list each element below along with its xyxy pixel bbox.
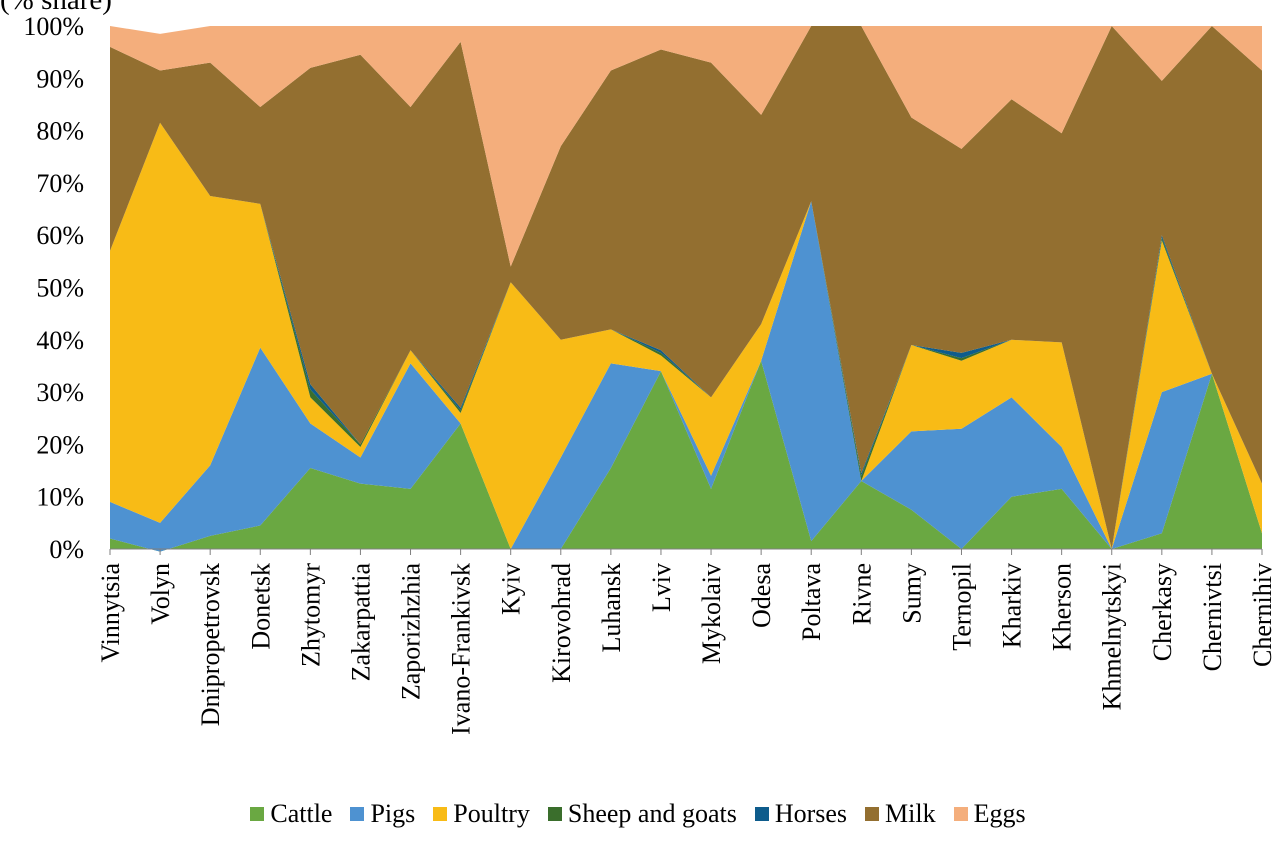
x-category-label: Kirovohrad: [547, 563, 576, 683]
legend-item-poultry: Poultry: [433, 799, 530, 829]
legend-swatch: [350, 807, 365, 821]
legend-swatch: [865, 807, 880, 821]
y-tick-label: 20%: [36, 430, 84, 459]
legend-swatch: [547, 807, 562, 821]
y-tick-label: 0%: [49, 535, 84, 564]
legend-item-eggs: Eggs: [953, 799, 1026, 829]
y-tick-label: 40%: [36, 326, 84, 355]
legend-swatch: [754, 807, 769, 821]
legend-label: Pigs: [370, 799, 416, 828]
area-layers: [110, 26, 1262, 552]
x-category-label: Dnipropetrovsk: [196, 563, 225, 726]
x-axis-labels: Vinnytsia Volyn Dnipropetrovsk Donetsk Zhyto…: [96, 563, 1276, 735]
legend-label: Poultry: [453, 799, 530, 828]
y-tick-label: 30%: [36, 378, 84, 407]
x-category-label: Khmelnytskyi: [1098, 563, 1127, 710]
x-category-label: Ternopil: [947, 563, 976, 651]
legend-swatch: [250, 807, 265, 821]
x-category-label: Mykolaiv: [697, 563, 726, 664]
x-category-label: Ivano-Frankivsk: [447, 563, 476, 735]
y-tick-label: 100%: [23, 12, 84, 41]
chart-title-partial: (% share): [0, 0, 112, 16]
y-tick-label: 50%: [36, 274, 84, 303]
legend-swatch: [433, 807, 448, 821]
x-category-label: Rivne: [847, 563, 876, 625]
x-category-label: Kharkiv: [998, 563, 1027, 648]
x-category-label: Odesa: [747, 563, 776, 628]
x-category-label: Kyiv: [497, 563, 526, 615]
y-tick-label: 70%: [36, 169, 84, 198]
legend-swatch: [953, 807, 968, 821]
x-category-label: Poltava: [797, 563, 826, 641]
legend-item-cattle: Cattle: [250, 799, 332, 829]
y-tick-label: 60%: [36, 221, 84, 250]
area-milk: [110, 26, 1262, 549]
x-category-label: Luhansk: [597, 563, 626, 653]
x-category-label: Kherson: [1048, 563, 1077, 651]
y-axis-ticks: 0% 10% 20% 30% 40% 50% 60% 70% 80% 90% 100%: [23, 12, 84, 564]
x-category-label: Sumy: [897, 563, 926, 624]
x-category-label: Vinnytsia: [96, 563, 125, 663]
y-tick-label: 10%: [36, 483, 84, 512]
x-category-label: Volyn: [146, 563, 175, 625]
legend-label: Cattle: [270, 799, 333, 828]
x-category-label: Zakarpattia: [346, 563, 375, 682]
area-eggs: [110, 26, 1262, 267]
legend-item-pigs: Pigs: [350, 799, 415, 829]
legend-label: Eggs: [973, 799, 1026, 828]
axes: [109, 548, 1263, 555]
x-category-label: Cherkasy: [1148, 563, 1177, 661]
legend-item-milk: Milk: [865, 799, 936, 829]
x-category-label: Zhytomyr: [296, 563, 325, 667]
x-category-label: Chernivtsi: [1198, 563, 1227, 671]
area-cattle: [110, 360, 1262, 552]
x-category-label: Zaporizhzhia: [397, 563, 426, 701]
x-category-label: Donetsk: [246, 563, 275, 650]
legend-label: Milk: [885, 799, 936, 828]
legend-label: Sheep and goats: [567, 799, 737, 828]
x-category-label: Lviv: [647, 563, 676, 612]
legend-label: Horses: [774, 799, 848, 828]
y-tick-label: 90%: [36, 64, 84, 93]
legend: Cattle Pigs Poultry Sheep and goats Horses Mi…: [0, 799, 1276, 829]
x-category-label: Chernihiv: [1248, 563, 1276, 667]
legend-item-sheep-and-goats: Sheep and goats: [547, 799, 737, 829]
area-pigs: [110, 201, 1262, 552]
y-tick-label: 80%: [36, 117, 84, 146]
legend-item-horses: Horses: [754, 799, 848, 829]
